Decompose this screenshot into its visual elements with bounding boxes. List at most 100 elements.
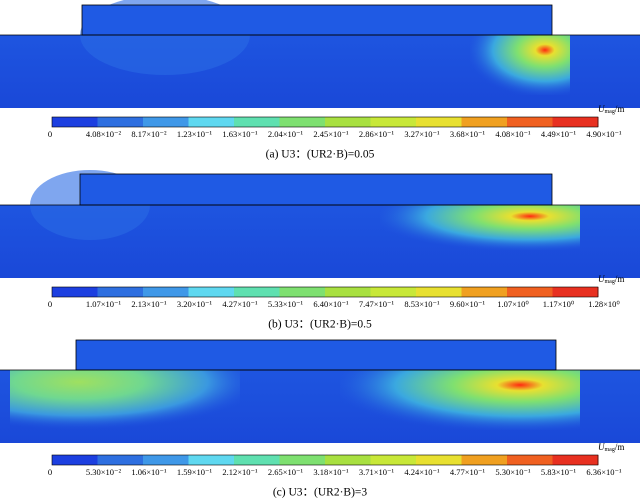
colorbar-tick-label: 0 [48, 299, 52, 309]
colorbar-tick-label: 8.53×10⁻¹ [404, 299, 440, 309]
colorbar-segment [143, 455, 189, 465]
colorbar-segment [234, 117, 280, 127]
colorbar-segment [552, 117, 599, 127]
unit-text: /m [615, 442, 625, 452]
colorbar-tick-label: 3.27×10⁻¹ [404, 129, 440, 139]
colorbar-frame [51, 116, 599, 128]
colorbar-segment [370, 287, 417, 297]
colorbar-segment [416, 117, 462, 127]
colorbar-segment [552, 455, 599, 465]
colorbar-segment [188, 455, 235, 465]
colorbar-segment [52, 117, 98, 127]
colorbar-tick-label: 0 [48, 467, 52, 477]
colorbar-segment [507, 287, 553, 297]
colorbar-tick-label: 9.60×10⁻¹ [450, 299, 486, 309]
colorbar-segment [507, 455, 553, 465]
colorbar-segment [416, 287, 462, 297]
colorbar-tick-label: 6.40×10⁻¹ [313, 299, 349, 309]
colorbar-tick-label: 6.36×10⁻¹ [586, 467, 622, 477]
unit-subscript: mag [605, 109, 615, 115]
unit-text: /m [615, 274, 625, 284]
unit-text: /m [615, 104, 625, 114]
colorbar-tick-label: 5.83×10⁻¹ [541, 467, 577, 477]
unit-subscript: mag [605, 279, 615, 285]
displacement-zone [10, 370, 240, 430]
colorbar-segment [97, 117, 144, 127]
panel-caption: (a) U3：(UR2·B)=0.05 [266, 149, 375, 161]
colorbar-tick-label: 4.77×10⁻¹ [450, 467, 486, 477]
colorbar-tick-label: 2.45×10⁻¹ [313, 129, 349, 139]
colorbar-segment [188, 117, 235, 127]
panel-caption: (c) U3：(UR2·B)=3 [273, 487, 368, 499]
colorbar-tick-label: 3.71×10⁻¹ [359, 467, 395, 477]
colorbar-segment [234, 287, 280, 297]
colorbar-segment [279, 287, 326, 297]
colorbar-tick-label: 3.20×10⁻¹ [177, 299, 213, 309]
colorbar-segment [461, 455, 508, 465]
colorbar-tick-label: 7.47×10⁻¹ [359, 299, 395, 309]
colorbar-tick-label: 1.23×10⁻¹ [177, 129, 213, 139]
foundation [79, 173, 553, 206]
unit-label: Umag/m [598, 442, 624, 453]
colorbar-tick-label: 1.17×10⁰ [543, 299, 575, 309]
panel: Umag/m 0 5.30×10⁻² 1.06×10⁻¹ 1.59×10⁻¹ 2.12×1… [0, 339, 640, 499]
colorbar-tick-label: 3.68×10⁻¹ [450, 129, 486, 139]
colorbar-tick-label: 4.27×10⁻¹ [222, 299, 258, 309]
colorbar-segment [370, 455, 417, 465]
colorbar-segment [143, 117, 189, 127]
colorbar-segment [325, 117, 371, 127]
unit-label: Umag/m [598, 274, 624, 285]
colorbar-segment [52, 455, 98, 465]
colorbar-segment [370, 117, 417, 127]
colorbar-segment [188, 287, 235, 297]
colorbar-segment [325, 287, 371, 297]
colorbar-segment [325, 455, 371, 465]
colorbar-segment [97, 455, 144, 465]
colorbar-tick-label: 1.07×10⁰ [497, 299, 529, 309]
unit-label: Umag/m [598, 104, 624, 115]
colorbar-tick-label: 5.33×10⁻¹ [268, 299, 304, 309]
colorbar-segment [234, 455, 280, 465]
displacement-zone [380, 205, 580, 250]
panel: Umag/m 0 4.08×10⁻² 8.17×10⁻² 1.23×10⁻¹ 1.63×1… [0, 0, 640, 161]
colorbar-tick-label: 2.12×10⁻¹ [222, 467, 258, 477]
unit-subscript: mag [605, 447, 615, 453]
colorbar-tick-label: 5.30×10⁻¹ [495, 467, 531, 477]
colorbar-segment [461, 117, 508, 127]
colorbar-tick-label: 4.08×10⁻² [86, 129, 122, 139]
colorbar-segment [461, 287, 508, 297]
panel: Umag/m 0 1.07×10⁻¹ 2.13×10⁻¹ 3.20×10⁻¹ 4.27×1… [0, 170, 640, 331]
colorbar-segment [279, 117, 326, 127]
colorbar-tick-label: 4.24×10⁻¹ [404, 467, 440, 477]
unit-symbol: U [598, 442, 605, 452]
colorbar-frame [51, 454, 599, 466]
colorbar-tick-label: 8.17×10⁻² [131, 129, 167, 139]
foundation [81, 4, 553, 36]
colorbar-segment [416, 455, 462, 465]
colorbar-tick-label: 1.28×10⁰ [588, 299, 620, 309]
colorbar-tick-label: 1.63×10⁻¹ [222, 129, 258, 139]
foundation [75, 339, 557, 371]
colorbar-tick-label: 2.65×10⁻¹ [268, 467, 304, 477]
colorbar-segment [143, 287, 189, 297]
colorbar-frame [51, 286, 599, 298]
colorbar-tick-label: 1.06×10⁻¹ [131, 467, 167, 477]
colorbar-tick-label: 5.30×10⁻² [86, 467, 122, 477]
unit-symbol: U [598, 274, 605, 284]
displacement-zone [340, 370, 580, 430]
colorbar-tick-label: 1.07×10⁻¹ [86, 299, 122, 309]
colorbar-segment [52, 287, 98, 297]
colorbar-tick-label: 4.90×10⁻¹ [586, 129, 622, 139]
panel-caption: (b) U3：(UR2·B)=0.5 [268, 319, 372, 331]
colorbar-tick-label: 3.18×10⁻¹ [313, 467, 349, 477]
colorbar-tick-label: 2.86×10⁻¹ [359, 129, 395, 139]
colorbar-tick-label: 2.13×10⁻¹ [131, 299, 167, 309]
unit-symbol: U [598, 104, 605, 114]
displacement-zone [470, 35, 570, 95]
colorbar-tick-label: 2.04×10⁻¹ [268, 129, 304, 139]
colorbar-segment [97, 287, 144, 297]
colorbar-segment [279, 455, 326, 465]
colorbar-segment [507, 117, 553, 127]
colorbar-segment [552, 287, 599, 297]
